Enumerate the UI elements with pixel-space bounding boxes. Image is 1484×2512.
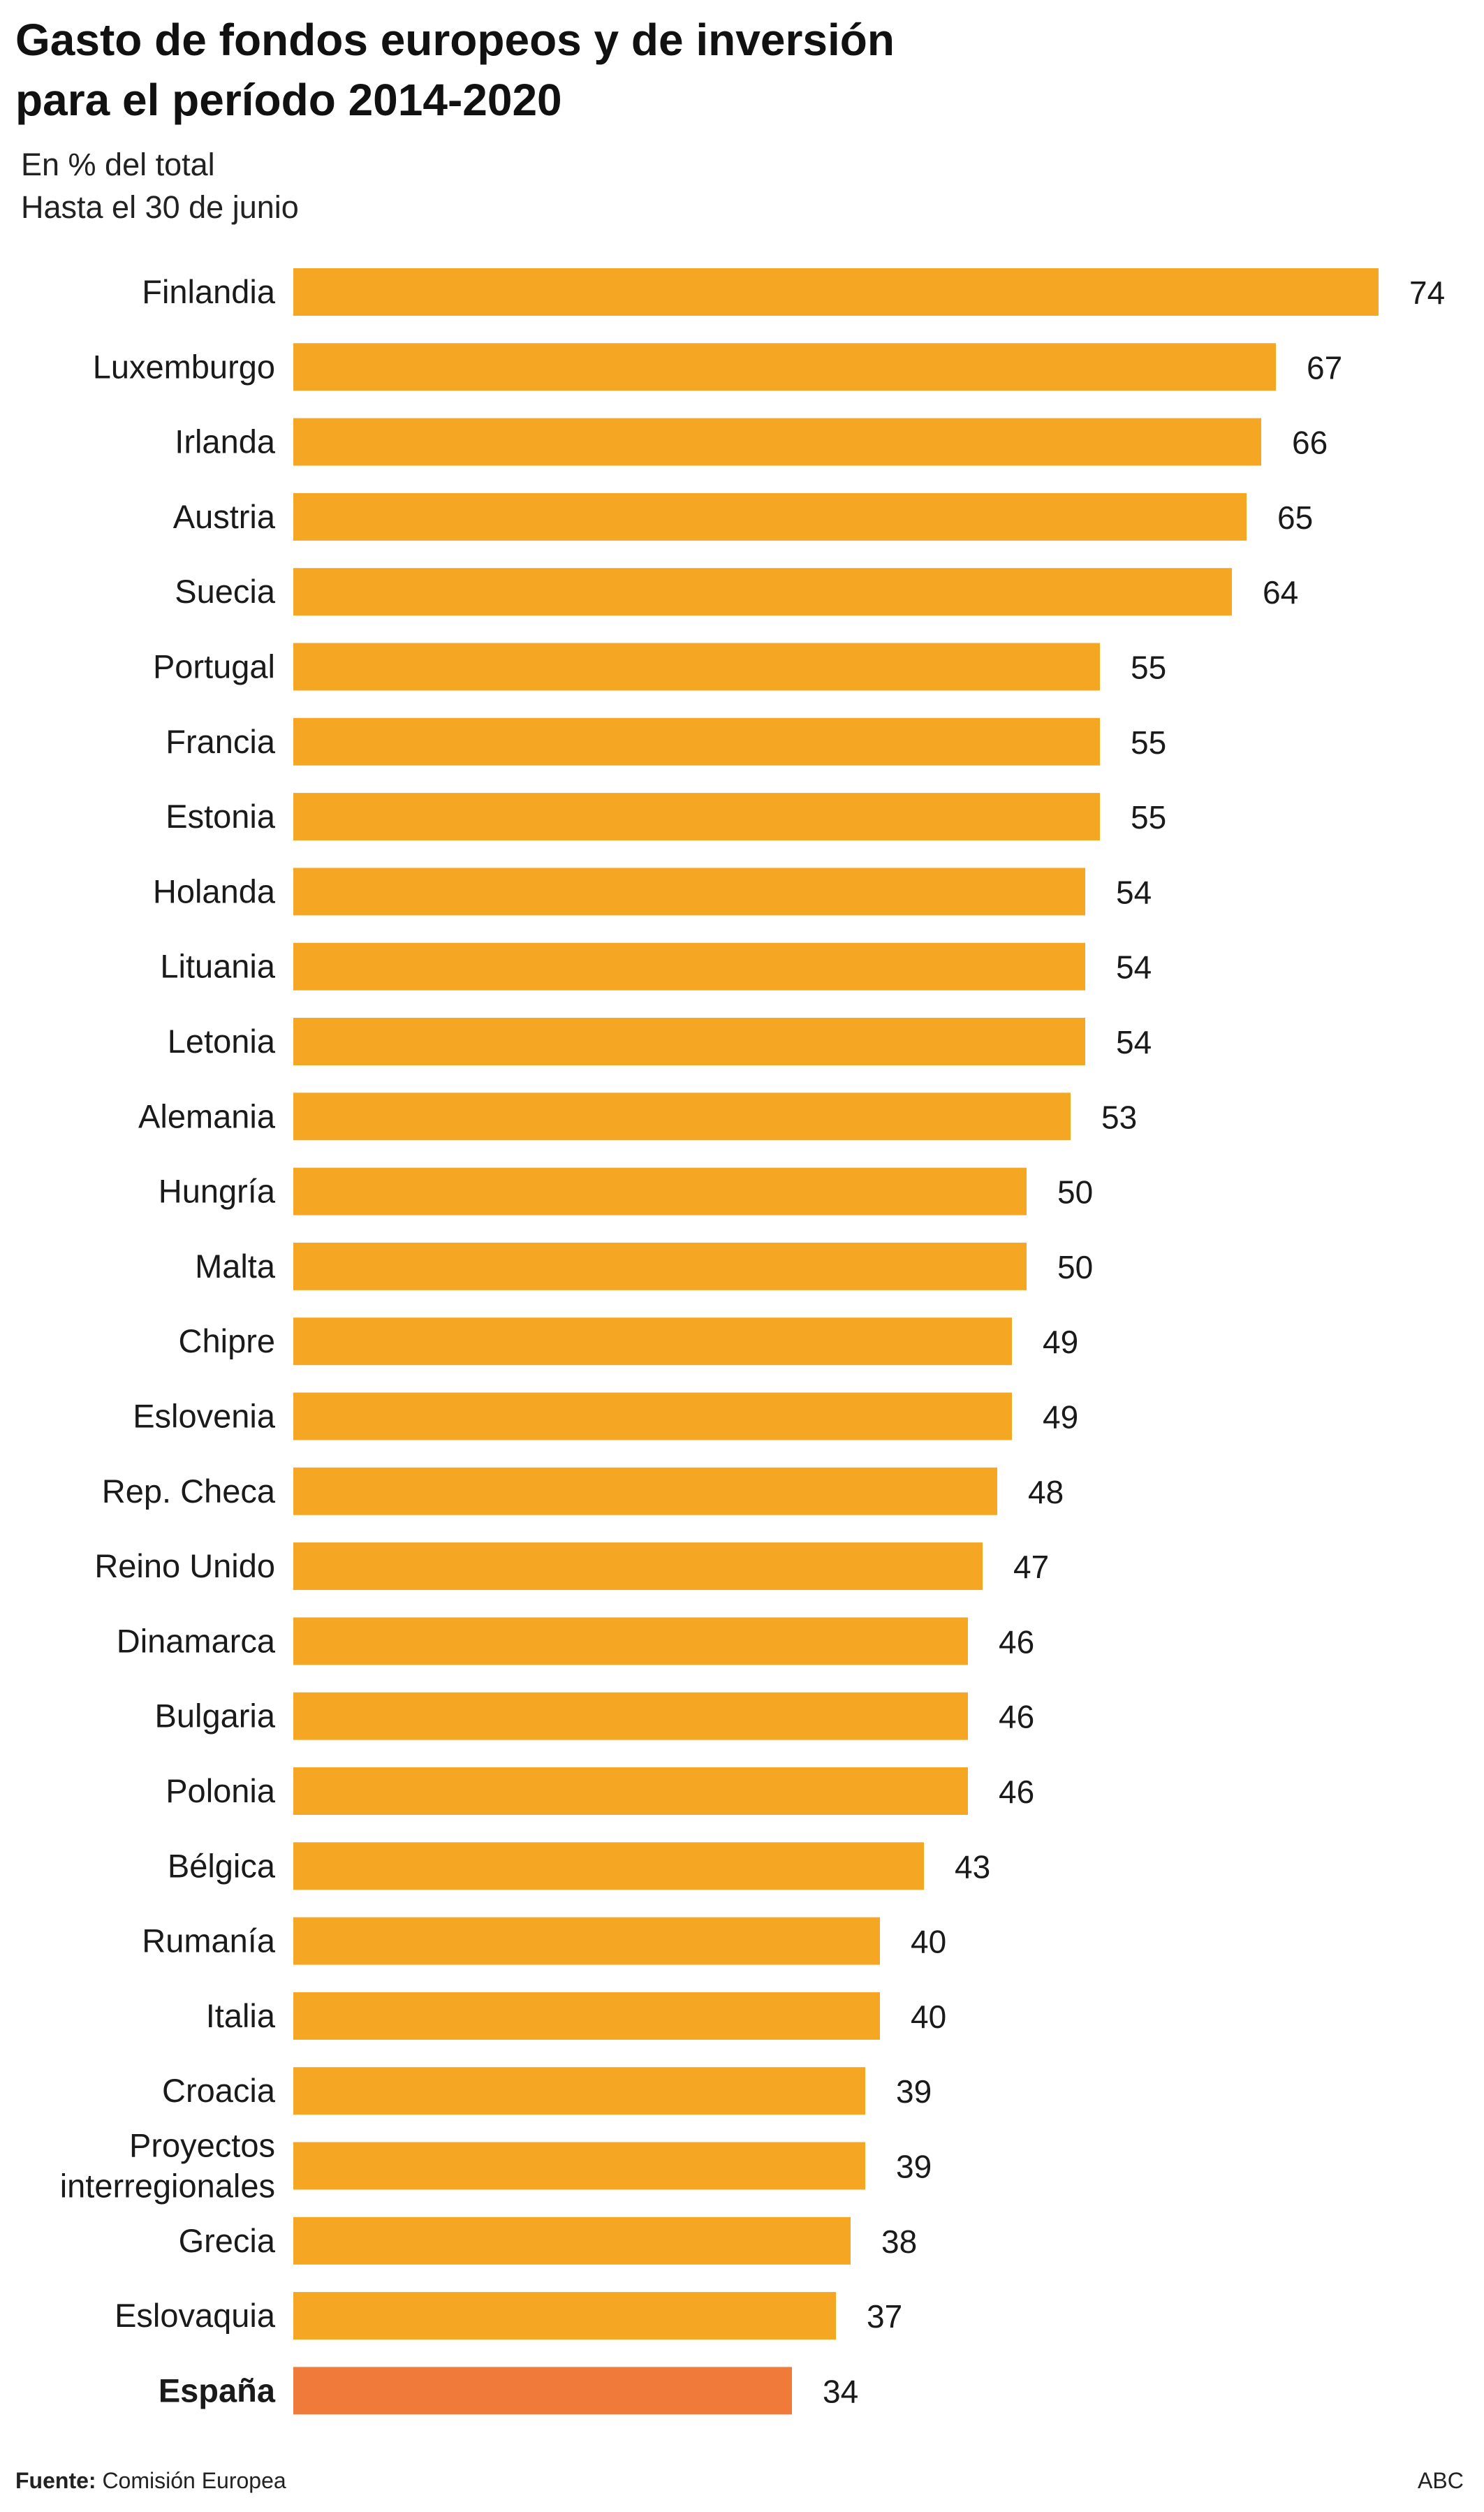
value-label: 39 (896, 2073, 932, 2110)
bar (293, 643, 1100, 691)
category-label: Malta (195, 1248, 276, 1285)
bar (293, 2367, 792, 2415)
category-label: Estonia (166, 798, 276, 835)
bar (293, 1093, 1071, 1141)
value-label: 46 (999, 1699, 1034, 1735)
bar (293, 942, 1085, 991)
category-label: Portugal (153, 648, 275, 685)
value-label: 47 (1013, 1549, 1049, 1585)
category-label: España (159, 2372, 276, 2409)
footer-source: Fuente: Comisión Europea (15, 2468, 286, 2494)
category-label: Dinamarca (117, 1622, 276, 1659)
bar (293, 1617, 968, 1665)
category-label: Luxemburgo (93, 348, 275, 385)
category-label: Chipre (179, 1322, 275, 1359)
chart-title-line-1: Gasto de fondos europeos y de inversión (15, 15, 895, 65)
category-label: Bélgica (168, 1847, 276, 1884)
subtitle-date: Hasta el 30 de junio (21, 189, 299, 225)
category-label: Reino Unido (94, 1547, 275, 1584)
value-label: 46 (999, 1623, 1034, 1660)
category-label: Rep. Checa (102, 1473, 276, 1510)
category-label: Finlandia (142, 273, 276, 310)
value-label: 48 (1028, 1474, 1064, 1510)
bar (293, 1992, 880, 2040)
value-label: 55 (1131, 799, 1166, 835)
bar (293, 418, 1261, 466)
bar (293, 2217, 851, 2265)
bar (293, 1917, 880, 1965)
bar (293, 2292, 836, 2340)
bar (293, 1018, 1085, 1065)
category-label: Francia (166, 723, 276, 760)
category-label: Polonia (166, 1772, 276, 1809)
bar (293, 492, 1247, 541)
value-label: 74 (1409, 275, 1445, 311)
category-label: Bulgaria (155, 1697, 276, 1735)
value-label: 50 (1057, 1249, 1093, 1285)
category-label: Holanda (153, 872, 276, 910)
category-label: Austria (173, 498, 276, 535)
bar (293, 268, 1379, 316)
value-label: 49 (1043, 1324, 1078, 1360)
value-label: 39 (896, 2149, 932, 2185)
chart-title-line-2: para el período 2014-2020 (15, 75, 562, 125)
category-label: Italia (206, 1997, 276, 2034)
subtitle-units: En % del total (21, 147, 215, 182)
category-label: Rumanía (142, 1922, 276, 1959)
bar (293, 1317, 1012, 1366)
bar (293, 1467, 997, 1515)
bar (293, 343, 1276, 391)
value-label: 66 (1292, 425, 1328, 461)
value-label: 40 (911, 1999, 946, 2035)
value-label: 46 (999, 1774, 1034, 1810)
category-label: Irlanda (175, 423, 276, 460)
category-label: Suecia (175, 573, 276, 610)
category-label: Hungría (159, 1173, 276, 1210)
category-label: Letonia (168, 1023, 276, 1060)
bar (293, 568, 1232, 616)
value-label: 54 (1116, 949, 1152, 986)
bar (293, 1542, 983, 1591)
value-label: 34 (823, 2373, 858, 2409)
category-label: Croacia (162, 2072, 276, 2109)
category-label: Alemania (138, 1097, 276, 1134)
bar (293, 1242, 1027, 1290)
chart-title: Gasto de fondos europeos y de inversión … (15, 10, 895, 130)
bar (293, 1167, 1027, 1215)
bar (293, 2067, 865, 2115)
brand-logo: ABC (1418, 2468, 1464, 2493)
value-label: 38 (881, 2223, 917, 2260)
bar (293, 1767, 968, 1815)
bar (293, 793, 1100, 841)
value-label: 37 (867, 2298, 902, 2335)
value-label: 55 (1131, 650, 1166, 686)
source-label: Fuente: (15, 2468, 96, 2493)
chart-subtitle: En % del total Hasta el 30 de junio (21, 143, 299, 228)
value-label: 55 (1131, 724, 1166, 761)
bar (293, 1692, 968, 1740)
value-label: 64 (1263, 574, 1298, 611)
value-label: 53 (1101, 1099, 1137, 1135)
bar (293, 1842, 924, 1890)
value-label: 50 (1057, 1174, 1093, 1211)
value-label: 67 (1307, 349, 1342, 386)
category-label: Eslovaquia (115, 2297, 276, 2334)
source-value: Comisión Europea (102, 2468, 286, 2493)
bar (293, 868, 1085, 916)
value-label: 54 (1116, 874, 1152, 910)
value-label: 43 (955, 1848, 990, 1885)
category-label: Proyectos interregionales (60, 2127, 275, 2205)
category-label: Eslovenia (133, 1398, 276, 1435)
bar (293, 2142, 865, 2190)
value-label: 49 (1043, 1399, 1078, 1436)
category-label: Grecia (179, 2222, 276, 2259)
bar (293, 1392, 1012, 1440)
value-label: 40 (911, 1924, 946, 1960)
category-label: Lituania (160, 948, 275, 985)
value-label: 54 (1116, 1024, 1152, 1060)
value-label: 65 (1277, 499, 1313, 536)
bar (293, 717, 1100, 766)
